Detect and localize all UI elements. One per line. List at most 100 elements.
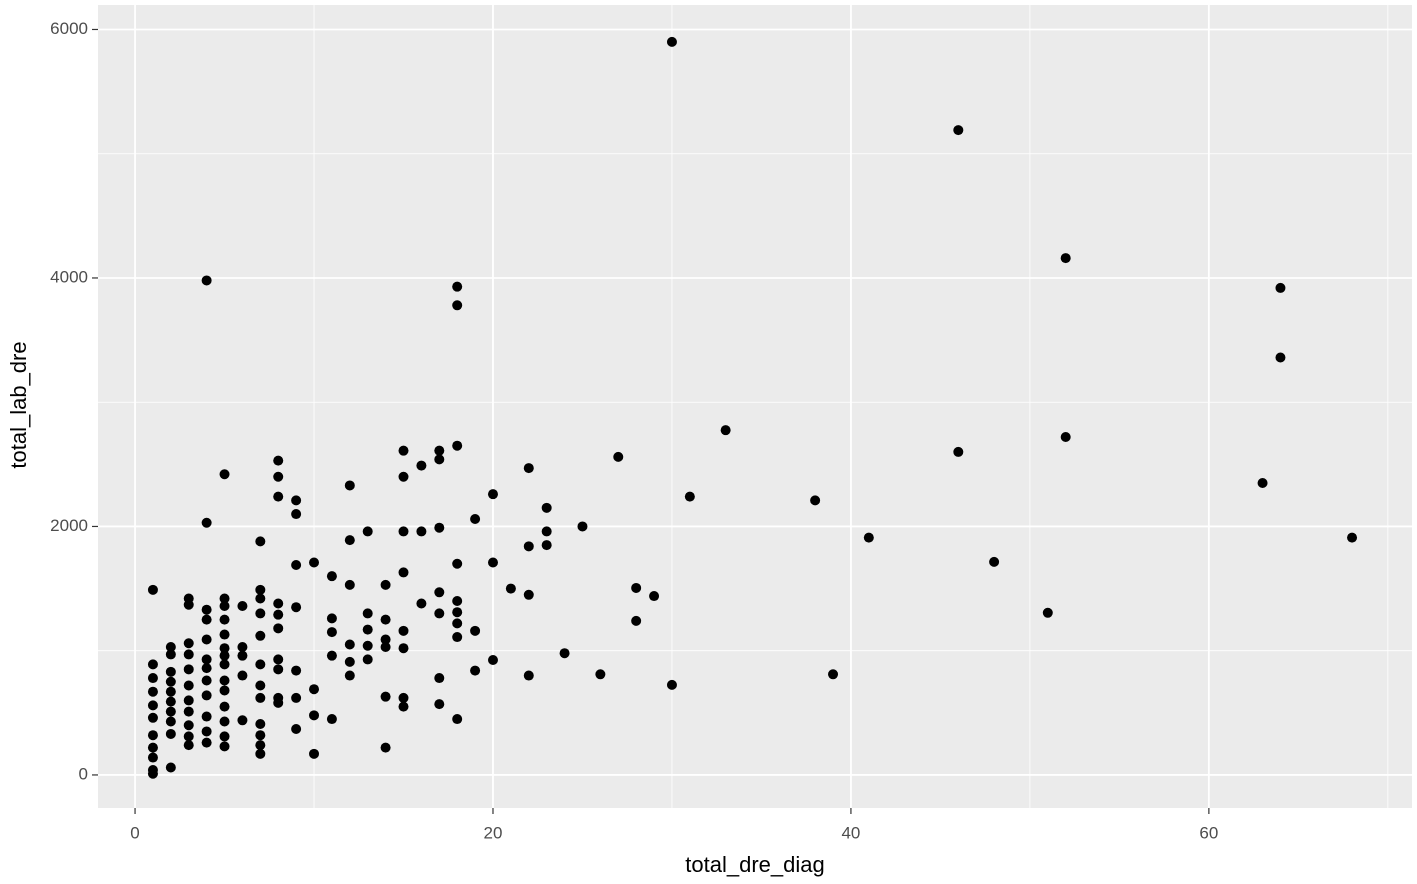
point [237,670,248,681]
point [201,663,212,674]
point [953,446,964,457]
point [326,650,337,661]
point [523,589,534,600]
point [255,593,266,604]
point [452,607,463,618]
point [147,742,158,753]
point [201,614,212,625]
point [201,726,212,737]
point [255,630,266,641]
point [219,614,230,625]
point [147,712,158,723]
point [953,125,964,136]
point [291,692,302,703]
point [326,613,337,624]
point [452,558,463,569]
point [273,491,284,502]
point [219,701,230,712]
point [309,748,320,759]
point [470,665,481,676]
point [237,650,248,661]
point [219,593,230,604]
point [219,650,230,661]
point [183,720,194,731]
point [398,445,409,456]
point [147,659,158,670]
point [255,692,266,703]
point [219,741,230,752]
point [863,532,874,543]
point [631,582,642,593]
point [237,600,248,611]
point [452,632,463,643]
point [255,719,266,730]
point [237,715,248,726]
point [165,666,176,677]
point [147,584,158,595]
point [666,36,677,47]
point [434,608,445,619]
point [255,680,266,691]
point [344,670,355,681]
y-tick-label: 0 [79,764,88,783]
point [291,509,302,520]
point [344,535,355,546]
point [183,680,194,691]
point [487,557,498,568]
point [165,696,176,707]
point [183,638,194,649]
point [147,673,158,684]
point [362,640,373,651]
point [595,669,606,680]
point [273,664,284,675]
point [1042,607,1053,618]
point [219,469,230,480]
point [380,579,391,590]
point [810,495,821,506]
point [147,752,158,763]
point [613,451,624,462]
point [470,514,481,525]
point [452,440,463,451]
point [183,695,194,706]
point [434,445,445,456]
point [398,692,409,703]
point [666,679,677,690]
point [380,742,391,753]
point [273,455,284,466]
point [165,649,176,660]
point [344,656,355,667]
point [201,604,212,615]
point [165,716,176,727]
point [255,740,266,751]
point [165,641,176,652]
y-tick-label: 2000 [50,516,88,535]
point [380,691,391,702]
point [273,609,284,620]
point [577,521,588,532]
point [183,649,194,660]
point [362,654,373,665]
point [165,676,176,687]
point [470,625,481,636]
x-tick-label: 0 [130,823,139,842]
point [201,654,212,665]
point [183,599,194,610]
point [326,571,337,582]
point [255,536,266,547]
point [291,602,302,613]
point [541,502,552,513]
point [147,700,158,711]
point [255,730,266,741]
point [631,615,642,626]
point [201,737,212,748]
point [362,608,373,619]
point [362,526,373,537]
point [273,471,284,482]
point [291,495,302,506]
point [434,522,445,533]
point [165,728,176,739]
point [989,556,1000,567]
point [273,654,284,665]
